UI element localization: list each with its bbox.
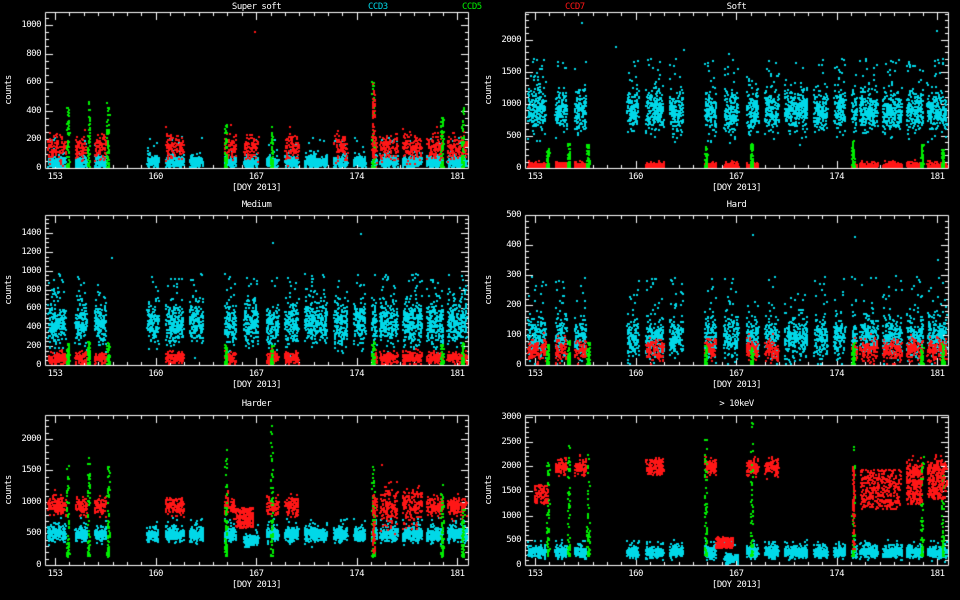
x-tick-label: 174 (349, 172, 365, 182)
x-tick-label: 181 (929, 369, 945, 379)
x-tick-label: 153 (47, 569, 63, 579)
legend-ccd7-label: CCD7 (565, 2, 585, 12)
panel-title-hard: Hard (726, 200, 747, 210)
panel-title-super-soft: Super soft (231, 2, 282, 12)
y-tick-label: 800 (26, 284, 41, 295)
y-tick-label: 500 (26, 528, 41, 539)
y-tick-label: 1200 (21, 246, 41, 257)
x-tick-label: 174 (349, 569, 365, 579)
y-tick-label: 1500 (501, 485, 521, 496)
y-tick-label: 2000 (21, 433, 41, 444)
x-tick-label: 181 (929, 569, 945, 579)
y-tick-label: 0 (516, 360, 521, 370)
x-axis-label-doy: [DOY 2013] (231, 580, 282, 590)
x-tick-label: 153 (527, 369, 543, 379)
x-tick-label: 153 (47, 172, 63, 182)
y-tick-label: 400 (26, 105, 41, 116)
y-tick-label: 200 (506, 300, 521, 310)
y-tick-label: 400 (506, 240, 521, 250)
y-tick-label: 300 (506, 270, 521, 280)
y-tick-label: 400 (26, 322, 41, 333)
y-tick-label: 500 (506, 130, 521, 141)
y-tick-label: 1000 (21, 265, 41, 276)
x-axis-label-doy: [DOY 2013] (231, 183, 282, 193)
x-tick-label: 153 (527, 172, 543, 182)
y-tick-label: 0 (36, 560, 41, 570)
x-tick-label: 174 (829, 172, 845, 182)
x-tick-label: 167 (728, 569, 744, 579)
x-tick-label: 174 (349, 369, 365, 379)
x-tick-label: 174 (829, 569, 845, 579)
x-tick-label: 153 (527, 569, 543, 579)
x-tick-label: 167 (248, 569, 264, 579)
y-tick-label: 1000 (501, 510, 521, 521)
x-axis-label-doy: [DOY 2013] (711, 580, 762, 590)
x-tick-label: 167 (728, 172, 744, 182)
y-tick-label: 1000 (21, 19, 41, 30)
x-tick-label: 181 (449, 172, 465, 182)
x-axis-label-doy: [DOY 2013] (711, 380, 762, 390)
x-tick-label: 174 (829, 369, 845, 379)
x-tick-label: 160 (628, 172, 643, 182)
x-axis-label-doy: [DOY 2013] (231, 380, 282, 390)
y-tick-label: 1000 (501, 98, 521, 109)
x-tick-label: 160 (628, 369, 643, 379)
panel-title-soft: Soft (726, 2, 747, 12)
y-tick-label: 500 (506, 535, 521, 546)
y-tick-label: 2000 (501, 461, 521, 472)
x-tick-label: 181 (929, 172, 945, 182)
x-axis-label-doy: [DOY 2013] (711, 183, 762, 193)
y-tick-label: 600 (26, 303, 41, 314)
x-tick-label: 181 (449, 569, 465, 579)
panel-title-harder: Harder (241, 399, 272, 409)
x-tick-label: 153 (47, 369, 63, 379)
y-tick-label: 0 (516, 560, 521, 570)
y-tick-label: 1000 (21, 496, 41, 507)
y-tick-label: 1400 (21, 227, 41, 238)
x-tick-label: 160 (148, 369, 163, 379)
y-tick-label: 0 (36, 360, 41, 370)
y-tick-label: 600 (26, 77, 41, 88)
y-tick-label: 0 (36, 163, 41, 173)
y-tick-label: 500 (506, 210, 521, 220)
x-tick-label: 181 (449, 369, 465, 379)
y-tick-label: 200 (26, 341, 41, 352)
panel-title-medium: Medium (241, 200, 272, 210)
x-tick-label: 167 (248, 172, 264, 182)
x-tick-label: 160 (628, 569, 643, 579)
y-tick-label: 3000 (501, 411, 521, 422)
y-tick-label: 100 (506, 330, 521, 340)
y-tick-label: 800 (26, 48, 41, 59)
x-tick-label: 167 (248, 369, 264, 379)
panel-title-gt10kev: > 10keV (719, 399, 754, 409)
legend-ccd5-label: CCD5 (462, 2, 482, 12)
y-tick-label: 1500 (21, 465, 41, 476)
x-tick-label: 167 (728, 369, 744, 379)
x-tick-label: 160 (148, 172, 163, 182)
y-tick-label: 0 (516, 163, 521, 173)
legend-ccd3-label: CCD3 (368, 2, 388, 12)
x-tick-label: 160 (148, 569, 163, 579)
y-tick-label: 2500 (501, 436, 521, 447)
y-tick-label: 200 (26, 134, 41, 145)
y-tick-label: 1500 (501, 66, 521, 77)
y-tick-label: 2000 (501, 34, 521, 45)
